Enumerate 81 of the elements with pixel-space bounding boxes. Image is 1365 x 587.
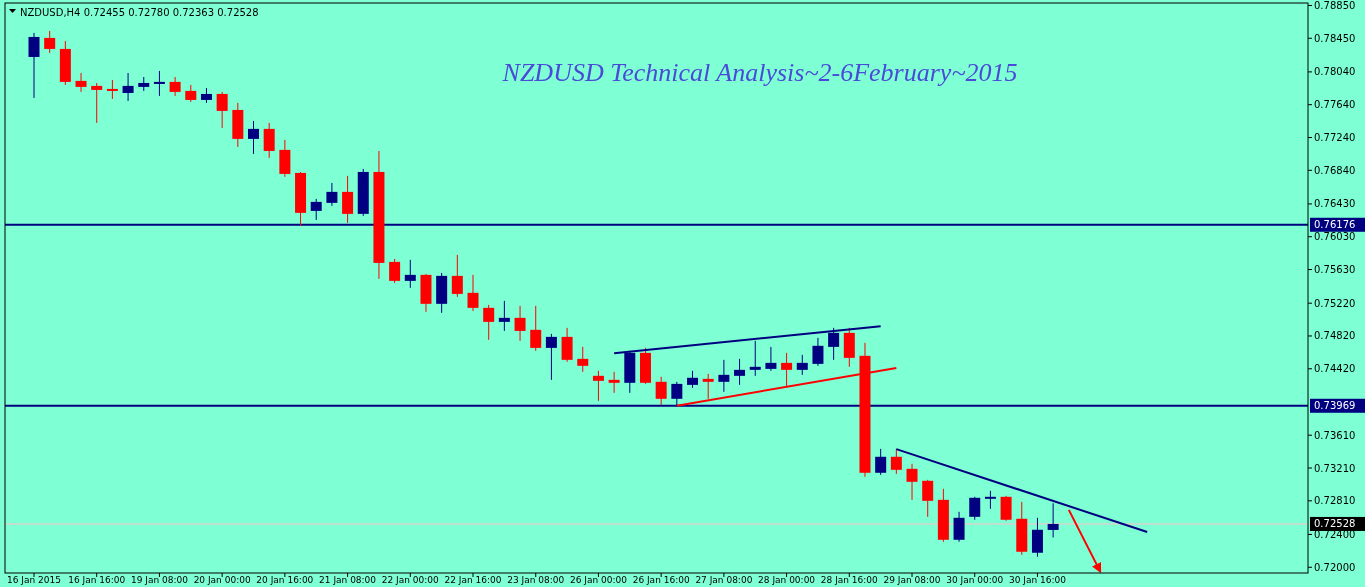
y-tick-label: 0.74420 (1314, 363, 1356, 375)
candlestick (1031, 517, 1043, 558)
candlestick (812, 337, 824, 367)
x-tick-label: 26 Jan 00:00 (569, 575, 628, 585)
candlestick (530, 305, 542, 352)
x-tick-label: 27 Jan 08:00 (695, 575, 753, 585)
y-tick-label: 0.75630 (1314, 264, 1356, 276)
candlestick (310, 198, 322, 221)
candlestick (734, 358, 746, 386)
candlestick (592, 370, 604, 402)
x-tick-label: 28 Jan 16:00 (820, 575, 879, 585)
y-tick-label: 0.76030 (1314, 231, 1356, 243)
y-tick-label: 0.78850 (1314, 0, 1356, 11)
candlestick (890, 448, 902, 475)
y-tick-label: 0.73210 (1314, 462, 1356, 474)
candlestick (342, 175, 354, 224)
x-tick-label: 20 Jan 00:00 (193, 575, 251, 585)
candlestick (451, 254, 463, 298)
candlestick (44, 30, 56, 54)
text: NZDUSD Technical Analysis~2-6February~2015 (501, 58, 1018, 88)
candlestick (404, 259, 416, 289)
x-tick-label: 20 Jan 16:00 (256, 575, 314, 585)
y-tick-label: 0.78040 (1314, 66, 1356, 78)
y-tick-label: 0.76840 (1314, 164, 1356, 176)
chart-subtitle: NZDUSD,H4 0.72455 0.72780 0.72363 0.72528 (20, 6, 259, 18)
candlestick (577, 346, 589, 373)
candlestick (483, 304, 495, 341)
candlestick (765, 346, 777, 372)
candlestick (875, 448, 887, 476)
candlestick (326, 182, 338, 207)
candlestick (545, 333, 557, 381)
ref-line-label: 0.76176 (1314, 219, 1356, 231)
candlestick (953, 511, 965, 543)
y-tick-label: 0.72400 (1314, 528, 1356, 540)
candlestick (906, 463, 918, 501)
candlestick (498, 300, 510, 332)
candlestick (75, 72, 87, 93)
candlestick (514, 305, 526, 342)
y-tick-label: 0.77640 (1314, 99, 1356, 111)
y-tick-label: 0.78450 (1314, 32, 1356, 44)
x-tick-label: 22 Jan 16:00 (444, 575, 502, 585)
y-tick-label: 0.74820 (1314, 330, 1356, 342)
candlestick (169, 76, 181, 97)
candlestick (561, 327, 573, 363)
ref-line-label: 0.73969 (1314, 400, 1356, 412)
candlestick (263, 122, 275, 159)
y-tick-label: 0.76430 (1314, 198, 1356, 210)
candlestick (702, 373, 714, 400)
x-tick-label: 16 Jan 16:00 (68, 575, 126, 585)
candlestick (216, 91, 228, 129)
candlestick (248, 120, 260, 155)
candlestick (153, 70, 165, 97)
ref-line-label: 0.72528 (1314, 518, 1356, 530)
candlestick (122, 72, 134, 102)
candlestick (28, 32, 40, 99)
candlestick (922, 479, 934, 518)
candlestick (796, 354, 808, 376)
x-tick-label: 16 Jan 2015 (7, 575, 61, 585)
candlestick (106, 79, 118, 100)
candlestick (608, 371, 620, 394)
x-tick-label: 21 Jan 08:00 (319, 575, 377, 585)
y-tick-label: 0.77240 (1314, 132, 1356, 143)
x-tick-label: 28 Jan 00:00 (758, 575, 816, 585)
x-tick-label: 23 Jan 08:00 (507, 575, 565, 585)
x-tick-label: 30 Jan 00:00 (946, 575, 1004, 585)
y-tick-label: 0.72810 (1314, 495, 1356, 507)
candlestick (91, 82, 103, 124)
candlestick (969, 496, 981, 521)
x-tick-label: 29 Jan 08:00 (883, 575, 941, 585)
x-tick-label: 26 Jan 16:00 (632, 575, 690, 585)
candlestick (467, 274, 479, 312)
candlestick (655, 376, 667, 406)
candlestick (718, 359, 730, 393)
y-tick-label: 0.73610 (1314, 429, 1356, 441)
x-tick-label: 22 Jan 00:00 (381, 575, 440, 585)
y-tick-label: 0.72000 (1314, 561, 1356, 573)
candlestick (1000, 495, 1012, 522)
x-tick-label: 19 Jan 08:00 (130, 575, 189, 585)
x-tick-label: 30 Jan 16:00 (1008, 575, 1067, 585)
candlestick (389, 258, 401, 284)
y-tick-label: 0.75220 (1314, 297, 1356, 309)
